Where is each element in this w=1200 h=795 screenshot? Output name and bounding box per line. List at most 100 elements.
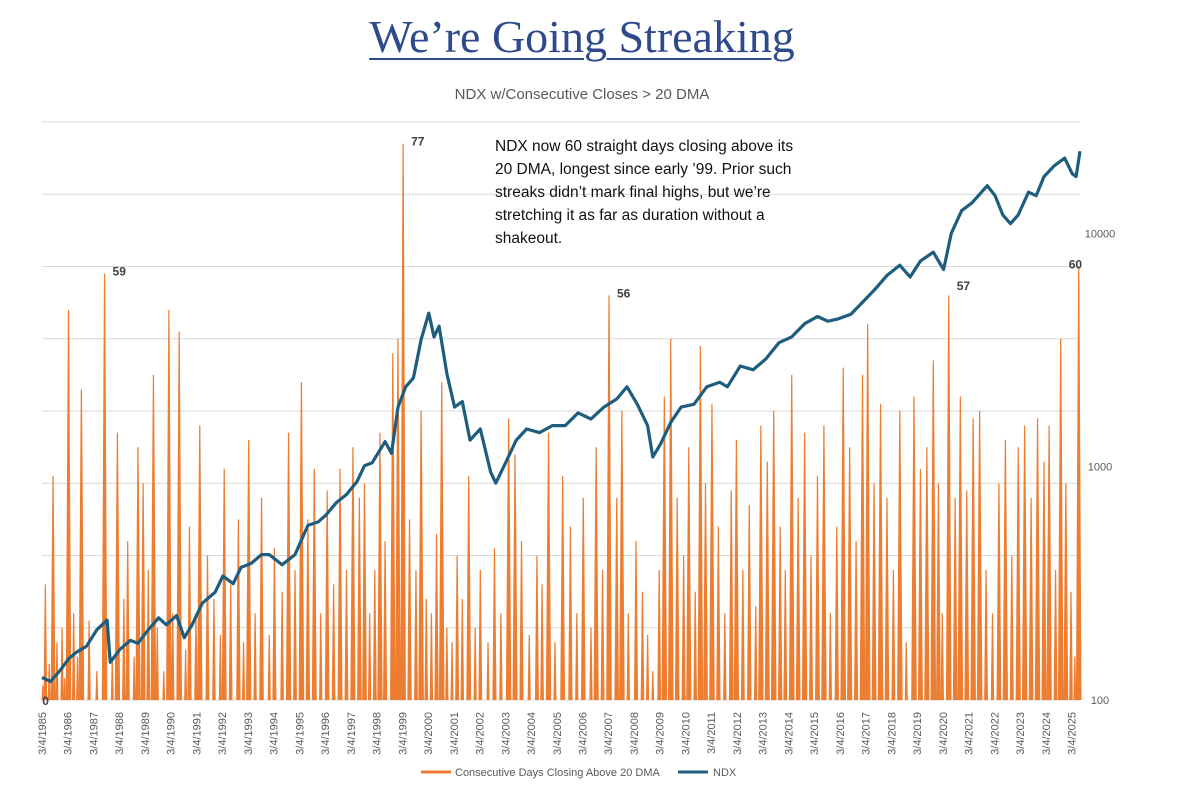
streak-bar xyxy=(834,526,839,700)
streak-bar xyxy=(527,634,531,700)
streak-bar xyxy=(319,613,323,700)
streak-bar xyxy=(377,432,383,700)
streak-bar xyxy=(693,591,698,700)
streak-bar xyxy=(884,497,890,700)
x-tick-label: 3/4/1995 xyxy=(294,712,306,755)
streak-bar xyxy=(155,627,159,700)
streak-bar xyxy=(414,569,418,700)
streak-bar xyxy=(568,526,573,700)
streak-bar xyxy=(372,569,377,700)
streak-bar xyxy=(746,504,752,700)
streak-bar xyxy=(534,555,539,700)
streak-bar xyxy=(1073,656,1077,700)
streak-bar xyxy=(651,671,655,700)
streak-bar xyxy=(1046,425,1052,700)
streak-bar xyxy=(305,519,311,700)
streak-bar xyxy=(424,598,429,700)
x-tick-label: 3/4/1986 xyxy=(63,712,75,755)
x-tick-label: 3/4/2009 xyxy=(655,712,667,755)
streak-bar xyxy=(357,497,362,700)
streak-bar xyxy=(259,497,264,700)
x-tick-label: 3/4/2007 xyxy=(603,712,615,755)
streak-bar xyxy=(964,490,970,700)
streak-bar xyxy=(407,519,412,700)
data-label: 59 xyxy=(113,265,127,279)
streak-bar xyxy=(205,555,210,700)
streak-bar xyxy=(1069,591,1073,700)
streak-bar xyxy=(788,374,795,700)
streak-bar xyxy=(350,447,356,700)
streak-bar xyxy=(512,454,518,700)
streak-bar xyxy=(450,642,454,700)
streak-bar xyxy=(228,584,233,700)
x-tick-label: 3/4/1993 xyxy=(243,712,255,755)
streak-bar xyxy=(770,411,777,700)
x-tick-label: 3/4/2001 xyxy=(449,712,461,755)
x-tick-label: 3/4/2006 xyxy=(577,712,589,755)
streak-bar xyxy=(1075,266,1082,700)
streak-bar xyxy=(897,411,903,700)
streak-bar xyxy=(114,432,121,700)
streak-bar xyxy=(1002,439,1009,700)
streak-bar xyxy=(911,396,917,700)
streak-bar xyxy=(242,642,246,700)
streak-bar xyxy=(777,526,783,700)
streak-bar xyxy=(218,634,222,700)
streak-bar xyxy=(212,598,216,700)
streak-bar xyxy=(140,483,146,700)
streak-bar xyxy=(758,425,764,700)
streak-bar xyxy=(1028,497,1034,700)
streak-bar xyxy=(519,541,524,700)
streak-bar xyxy=(753,606,758,700)
streak-bar xyxy=(194,613,198,700)
streak-bar xyxy=(486,642,490,700)
streak-bar xyxy=(267,634,271,700)
streak-bar xyxy=(236,519,241,700)
streak-bar xyxy=(859,374,866,700)
x-tick-label: 3/4/2002 xyxy=(475,712,487,755)
streak-bar xyxy=(499,613,503,700)
streak-bar xyxy=(135,447,141,700)
streak-bar xyxy=(492,548,497,700)
x-tick-label: 3/4/2023 xyxy=(1015,712,1027,755)
streak-bar xyxy=(764,461,770,700)
streak-bar xyxy=(560,476,566,700)
x-tick-label: 3/4/2018 xyxy=(886,712,898,755)
streak-bar xyxy=(110,656,114,700)
x-tick-label: 3/4/2010 xyxy=(680,712,692,755)
streak-bar xyxy=(976,411,983,700)
legend-label-streak: Consecutive Days Closing Above 20 DMA xyxy=(455,767,660,779)
streak-bar xyxy=(101,273,108,700)
streak-bar xyxy=(390,353,396,700)
streak-bar xyxy=(716,526,721,700)
streak-bar xyxy=(667,338,674,700)
streak-bar xyxy=(253,613,257,700)
streak-bar xyxy=(122,598,126,700)
streak-bar xyxy=(1057,338,1064,700)
data-labels: 0 59 77 56 57 60 xyxy=(42,135,1082,708)
x-tick-label: 3/4/2016 xyxy=(835,712,847,755)
streak-bar xyxy=(184,649,188,700)
streak-bar xyxy=(78,389,85,700)
x-tick-label: 3/4/2015 xyxy=(809,712,821,755)
streak-bar xyxy=(162,671,166,700)
streak-bar xyxy=(280,591,284,700)
x-tick-label: 3/4/1999 xyxy=(397,712,409,755)
streak-bar xyxy=(847,447,853,700)
streak-bar xyxy=(674,497,680,700)
x-tick-label: 3/4/1997 xyxy=(346,712,358,755)
streak-bar xyxy=(864,324,871,700)
x-tick-label: 3/4/2008 xyxy=(629,712,641,755)
streak-bar xyxy=(646,634,650,700)
streak-bar xyxy=(728,490,734,700)
streak-bar xyxy=(337,468,343,700)
streak-bar xyxy=(970,418,976,700)
data-label: 57 xyxy=(957,279,971,293)
streak-bars xyxy=(41,143,1082,701)
streak-bar xyxy=(723,613,727,700)
streak-bar xyxy=(132,656,136,700)
streak-bar xyxy=(466,476,472,700)
streak-bar xyxy=(460,598,465,700)
streak-bar xyxy=(877,403,884,700)
